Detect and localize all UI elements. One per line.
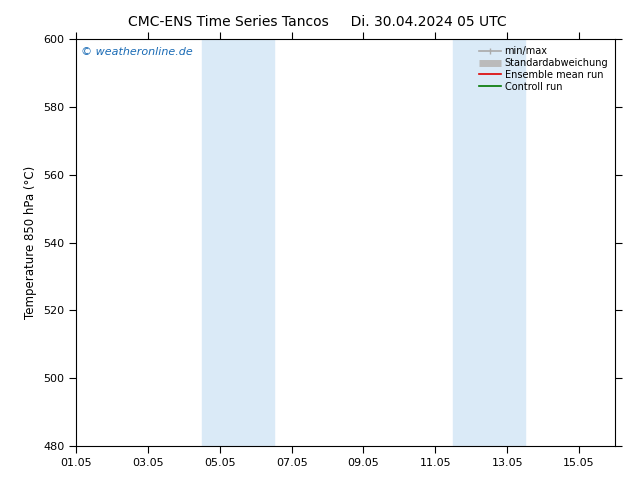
Text: © weatheronline.de: © weatheronline.de xyxy=(81,48,193,57)
Y-axis label: Temperature 850 hPa (°C): Temperature 850 hPa (°C) xyxy=(25,166,37,319)
Bar xyxy=(453,39,525,446)
Bar xyxy=(202,39,274,446)
Legend: min/max, Standardabweichung, Ensemble mean run, Controll run: min/max, Standardabweichung, Ensemble me… xyxy=(477,44,610,94)
Text: CMC-ENS Time Series Tancos     Di. 30.04.2024 05 UTC: CMC-ENS Time Series Tancos Di. 30.04.202… xyxy=(127,15,507,29)
